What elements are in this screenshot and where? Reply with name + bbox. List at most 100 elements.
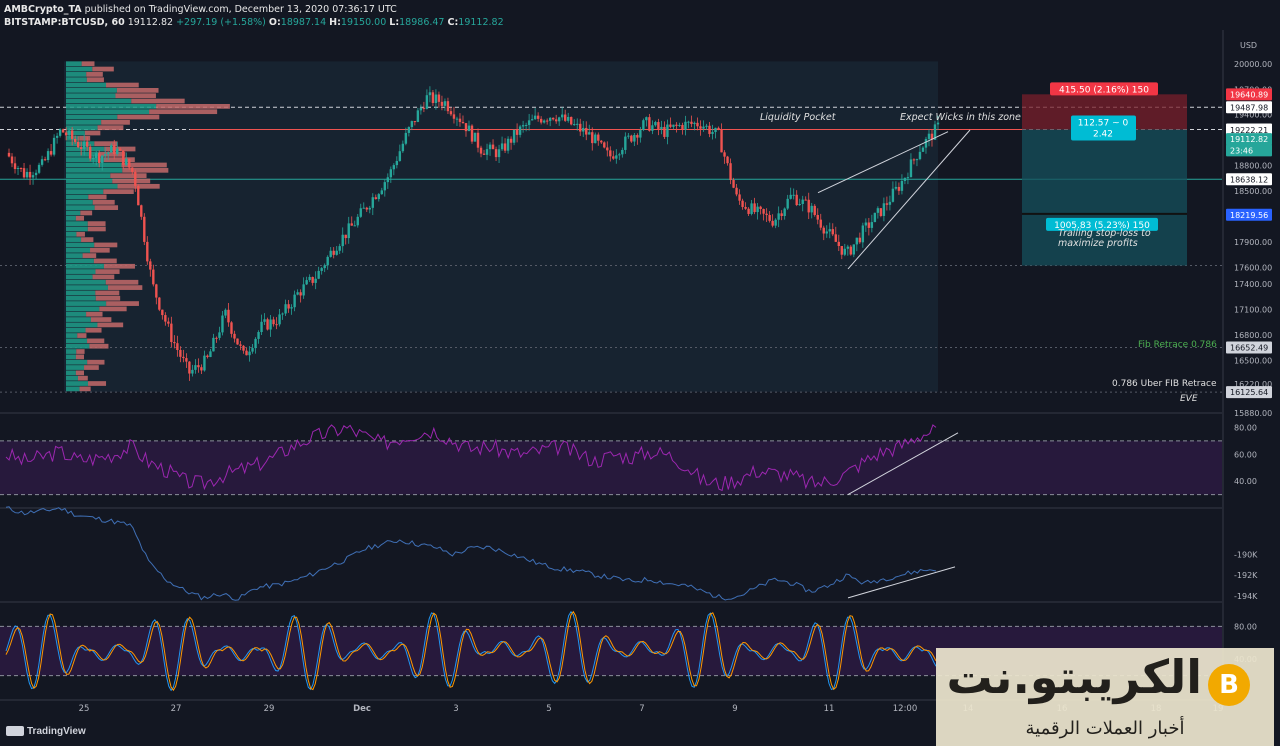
candle-up xyxy=(906,177,910,179)
volume-profile-up-bar xyxy=(66,210,81,216)
candle-down xyxy=(236,338,239,345)
candle-down xyxy=(723,152,726,157)
wedge-upper-line xyxy=(817,131,949,194)
time-axis-tick: 5 xyxy=(546,704,551,714)
time-axis-tick: 11 xyxy=(824,704,835,714)
price-axis-label: 19222.21 xyxy=(1230,126,1268,135)
candle-down xyxy=(64,132,68,136)
candle-up xyxy=(705,125,708,127)
candle-up xyxy=(711,132,714,134)
candle-down xyxy=(128,158,131,168)
volume-profile-up-bar xyxy=(66,98,132,104)
volume-profile-down-bar xyxy=(75,354,84,360)
volume-profile-down-bar xyxy=(94,141,118,147)
candle-up xyxy=(116,148,119,154)
candle-down xyxy=(720,129,723,153)
candle-up xyxy=(639,130,642,138)
candle-up xyxy=(846,246,850,249)
candle-up xyxy=(524,124,528,126)
price-axis-label: 16125.64 xyxy=(1230,388,1268,397)
volume-profile-up-bar xyxy=(66,349,77,354)
candle-down xyxy=(266,319,269,330)
volume-profile-down-bar xyxy=(85,327,102,333)
volume-profile-up-bar xyxy=(66,381,89,386)
candle-up xyxy=(326,256,329,266)
candle-down xyxy=(22,168,26,178)
publisher-name[interactable]: AMBCrypto_TA xyxy=(4,4,82,15)
obv-trendline xyxy=(847,566,956,599)
candle-up xyxy=(512,129,516,143)
candle-down xyxy=(858,237,862,243)
candle-down xyxy=(681,124,684,130)
candle-down xyxy=(98,153,101,163)
candle-up xyxy=(371,197,374,208)
stop-label: 415.50 (2.16%) 150 xyxy=(1059,85,1149,95)
candle-down xyxy=(146,241,149,262)
volume-profile-up-bar xyxy=(66,119,102,125)
candle-up xyxy=(107,152,110,155)
candle-up xyxy=(290,307,293,309)
candle-up xyxy=(530,119,534,121)
candle-up xyxy=(573,124,576,126)
candle-up xyxy=(882,203,886,216)
low-value: 18986.47 xyxy=(399,17,445,28)
candle-down xyxy=(79,147,83,149)
candle-up xyxy=(488,144,492,150)
volume-profile-down-bar xyxy=(110,173,147,179)
candle-down xyxy=(837,241,840,247)
time-axis-tick: 29 xyxy=(264,704,275,714)
volume-profile-down-bar xyxy=(95,295,121,301)
candle-up xyxy=(855,237,859,245)
candle-up xyxy=(783,208,786,217)
candle-up xyxy=(801,199,804,205)
volume-profile-down-bar xyxy=(97,322,124,328)
candle-down xyxy=(446,101,450,112)
candle-up xyxy=(40,159,44,165)
candle-down xyxy=(49,151,53,155)
candle-down xyxy=(164,315,167,322)
candle-down xyxy=(470,125,474,142)
candle-up xyxy=(542,120,546,123)
candle-down xyxy=(311,276,314,283)
candle-down xyxy=(554,119,558,122)
currency-label: USD xyxy=(1240,41,1257,50)
volume-profile-down-bar xyxy=(82,253,97,258)
candle-up xyxy=(254,338,257,349)
volume-profile-up-bar xyxy=(66,88,117,93)
candle-down xyxy=(738,194,741,201)
annotation-fib-786: Fib Retrace 0.786 xyxy=(1138,340,1217,350)
candle-up xyxy=(900,180,904,191)
candle-up xyxy=(320,268,323,271)
candle-down xyxy=(570,116,573,125)
candle-down xyxy=(76,141,80,148)
candle-up xyxy=(338,246,341,251)
candle-up xyxy=(774,219,777,226)
candle-up xyxy=(567,116,570,121)
obv-line xyxy=(5,506,937,601)
volume-profile-down-bar xyxy=(88,381,107,386)
symbol-name[interactable]: BITSTAMP:BTCUSD, 60 xyxy=(4,17,125,28)
volume-profile-down-bar xyxy=(80,210,93,216)
volume-profile-up-bar xyxy=(66,247,91,253)
candle-up xyxy=(37,164,41,173)
wedge-lower-line xyxy=(847,129,971,270)
candle-up xyxy=(684,121,687,130)
volume-profile-up-bar xyxy=(66,359,88,365)
candle-down xyxy=(170,323,173,343)
candle-down xyxy=(609,150,612,157)
candle-up xyxy=(927,133,931,139)
candle-down xyxy=(735,187,738,195)
candle-up xyxy=(518,126,522,135)
candle-up xyxy=(548,117,552,121)
tradingview-logo[interactable]: TradingView xyxy=(6,726,86,737)
candle-down xyxy=(885,203,889,205)
candle-down xyxy=(197,365,200,368)
candle-up xyxy=(58,129,62,136)
tradingview-brand: TradingView xyxy=(27,726,86,737)
candle-up xyxy=(104,154,107,156)
price-axis-label-box xyxy=(1226,144,1272,157)
volume-profile-down-bar xyxy=(98,151,126,157)
volume-profile-up-bar xyxy=(66,338,88,344)
volume-profile-down-bar xyxy=(89,343,109,349)
